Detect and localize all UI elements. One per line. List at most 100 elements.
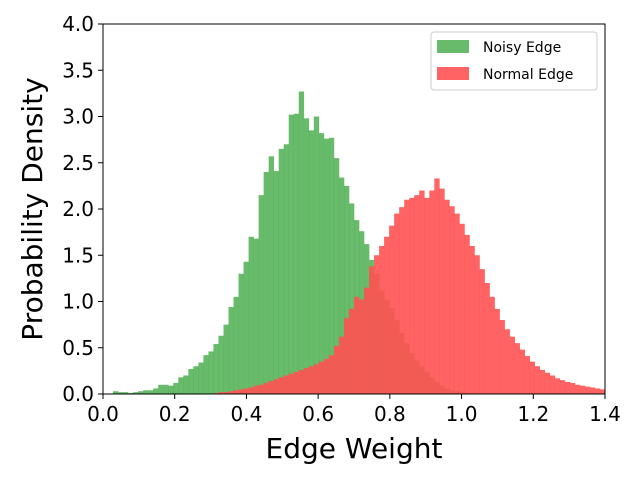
histogram-bar: [464, 234, 470, 394]
histogram-bar: [283, 144, 290, 394]
histogram-bar: [248, 236, 254, 394]
histogram-bar: [539, 369, 546, 394]
histogram-bar: [293, 113, 300, 394]
histogram-bar: [238, 389, 244, 395]
histogram-bar: [424, 197, 430, 394]
histogram-bar: [203, 355, 209, 394]
histogram-bar: [263, 382, 269, 394]
histogram-bar: [173, 382, 179, 394]
histogram-bar: [504, 329, 510, 394]
histogram-bar: [454, 213, 460, 395]
x-tick-label: 0.0: [87, 402, 119, 426]
histogram-bar: [348, 308, 355, 394]
histogram-bar: [243, 261, 249, 394]
histogram-bar: [374, 255, 380, 394]
legend: Noisy Edge Normal Edge: [430, 31, 598, 91]
histogram-bar: [193, 366, 199, 394]
histogram-bar: [579, 385, 586, 394]
histogram-bar: [519, 349, 525, 394]
histogram-bar: [223, 324, 229, 395]
y-tick-label: 2.0: [62, 197, 94, 221]
histogram-bar: [343, 185, 350, 395]
histogram-bar: [534, 366, 541, 394]
histogram-bar: [434, 178, 440, 394]
histogram-bar: [258, 384, 264, 394]
histogram-bar: [118, 392, 124, 394]
histogram-bar: [389, 225, 395, 394]
histogram-bar: [489, 296, 495, 395]
histogram-bar: [514, 343, 520, 395]
x-tick-label: 0.8: [374, 402, 406, 426]
histogram-bar: [343, 318, 350, 394]
histogram-bar: [328, 355, 335, 394]
histogram-bar: [268, 381, 274, 394]
histogram-bar: [248, 387, 254, 394]
x-axis-label: Edge Weight: [266, 432, 443, 465]
histogram-bar: [168, 385, 174, 394]
x-tick-label: 1.4: [589, 402, 621, 426]
histogram-bar: [278, 377, 285, 394]
histogram-bar: [263, 172, 269, 394]
y-tick-label: 0.5: [62, 336, 94, 360]
y-tick-label: 3.5: [62, 58, 94, 82]
histogram-bar: [404, 199, 410, 394]
histogram-bar: [298, 91, 305, 395]
histogram-bar: [554, 378, 561, 394]
histogram-bar: [313, 364, 320, 394]
histogram-bar: [243, 388, 249, 394]
histogram-bar: [484, 283, 490, 394]
histogram-bar: [559, 380, 566, 395]
histogram-bar: [298, 369, 305, 394]
histogram-bar: [158, 384, 164, 394]
histogram-bar: [469, 246, 475, 394]
histogram-bar: [228, 391, 234, 394]
y-axis-label: Probability Density: [16, 77, 49, 340]
histogram-bar: [288, 373, 295, 394]
histogram-bar: [369, 266, 375, 394]
histogram-bar: [303, 118, 310, 394]
histogram-bar: [268, 156, 274, 394]
histogram-bar: [338, 177, 345, 394]
histogram-bar: [359, 299, 365, 394]
y-tick-label: 1.5: [62, 243, 94, 267]
histogram-bar: [444, 199, 450, 394]
histogram-bar: [163, 384, 169, 394]
histogram-bar: [479, 269, 485, 395]
legend-box: [430, 31, 598, 91]
histogram-bar: [323, 138, 330, 394]
histogram-bar: [333, 345, 340, 394]
histogram-bar: [123, 392, 129, 394]
histogram-bar: [278, 148, 285, 395]
histogram-bar: [293, 371, 300, 394]
histogram-bar: [449, 206, 455, 394]
histogram-bar: [143, 390, 149, 394]
histogram-bar: [213, 344, 219, 394]
histogram-bar: [223, 392, 229, 394]
histogram-bar: [208, 351, 214, 394]
histogram-bar: [313, 116, 320, 394]
histogram-bar: [429, 190, 435, 394]
legend-label-noisy: Noisy Edge: [483, 40, 561, 56]
histogram-bar: [384, 236, 390, 394]
histogram-bar: [328, 137, 335, 394]
histogram-bar: [474, 255, 480, 394]
histogram-bar: [439, 188, 445, 394]
histogram-bar: [273, 171, 279, 394]
histogram-bar: [148, 390, 154, 394]
x-tick-label: 0.4: [231, 402, 263, 426]
histogram-bar: [399, 207, 405, 394]
histogram-bar: [253, 238, 259, 394]
histogram-bar: [459, 223, 465, 394]
histogram-bar: [218, 392, 224, 394]
histogram-bar: [499, 320, 505, 394]
histogram-bar: [308, 130, 315, 395]
histogram-bar: [354, 296, 360, 395]
histogram-bar: [414, 195, 420, 395]
histogram-bar: [318, 361, 325, 395]
histogram-bar: [308, 366, 315, 394]
histogram-bar: [198, 362, 204, 394]
histogram-bar: [273, 379, 279, 394]
legend-swatch-noisy: [437, 40, 469, 53]
y-tick-label: 0.0: [62, 382, 94, 406]
